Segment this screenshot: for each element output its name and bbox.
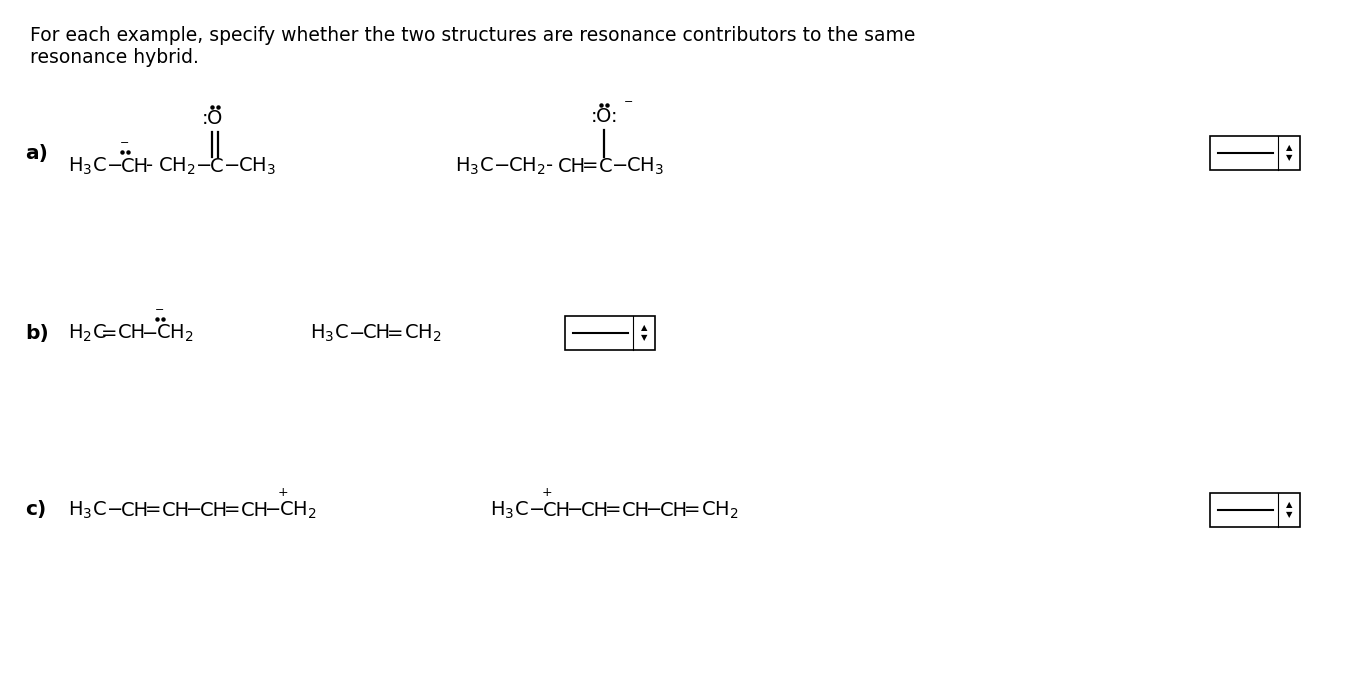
- Text: =: =: [145, 500, 162, 519]
- Text: =: =: [581, 156, 599, 175]
- Text: −: −: [141, 323, 159, 343]
- FancyBboxPatch shape: [1210, 493, 1300, 527]
- Text: −: −: [106, 156, 124, 175]
- Text: −: −: [349, 323, 365, 343]
- Text: For each example, specify whether the two structures are resonance contributors : For each example, specify whether the tw…: [30, 26, 915, 45]
- Text: -: -: [546, 156, 553, 175]
- Text: ▼: ▼: [1285, 510, 1292, 519]
- Text: H$_2$C: H$_2$C: [69, 323, 106, 343]
- Text: CH: CH: [162, 500, 190, 519]
- Text: −: −: [186, 500, 202, 519]
- Text: CH$_2$: CH$_2$: [157, 155, 195, 177]
- Text: −: −: [197, 156, 213, 175]
- Text: CH: CH: [363, 323, 392, 343]
- Text: −: −: [529, 500, 545, 519]
- Text: ▼: ▼: [641, 334, 647, 343]
- Text: H$_3$C: H$_3$C: [69, 155, 106, 177]
- Text: C: C: [210, 156, 223, 175]
- Text: :: :: [202, 109, 209, 127]
- Text: CH$_2$: CH$_2$: [701, 499, 739, 521]
- Text: =: =: [223, 500, 241, 519]
- Text: +: +: [277, 486, 288, 499]
- Text: a): a): [26, 144, 48, 162]
- Text: −: −: [265, 500, 281, 519]
- Text: CH: CH: [542, 500, 571, 519]
- Text: −: −: [612, 156, 629, 175]
- Text: resonance hybrid.: resonance hybrid.: [30, 48, 199, 67]
- Text: CH$_2$: CH$_2$: [156, 323, 194, 343]
- Text: −: −: [567, 500, 583, 519]
- Text: ▲: ▲: [1285, 144, 1292, 153]
- Text: CH: CH: [121, 500, 149, 519]
- Text: CH: CH: [622, 500, 650, 519]
- Text: :: :: [591, 107, 598, 125]
- Text: CH: CH: [201, 500, 227, 519]
- FancyBboxPatch shape: [565, 316, 656, 350]
- Text: -: -: [145, 156, 153, 175]
- Text: CH: CH: [581, 500, 610, 519]
- Text: CH$_2$: CH$_2$: [279, 499, 316, 521]
- Text: =: =: [101, 323, 117, 343]
- Text: =: =: [388, 323, 404, 343]
- Text: −: −: [646, 500, 662, 519]
- Text: C: C: [599, 156, 612, 175]
- Text: ▲: ▲: [1285, 500, 1292, 510]
- Text: −: −: [223, 156, 241, 175]
- Text: H$_3$C: H$_3$C: [69, 499, 106, 521]
- Text: H$_3$C: H$_3$C: [455, 155, 494, 177]
- Text: O: O: [207, 109, 222, 127]
- Text: ▼: ▼: [1285, 153, 1292, 162]
- Text: CH$_3$: CH$_3$: [238, 155, 276, 177]
- Text: CH: CH: [660, 500, 688, 519]
- Text: O: O: [596, 107, 611, 125]
- Text: CH$_2$: CH$_2$: [404, 323, 441, 343]
- Text: c): c): [26, 500, 46, 519]
- Text: =: =: [604, 500, 622, 519]
- Text: =: =: [684, 500, 700, 519]
- Text: CH: CH: [241, 500, 269, 519]
- Text: CH$_2$: CH$_2$: [507, 155, 545, 177]
- Text: +: +: [541, 486, 552, 499]
- Text: −: −: [120, 138, 129, 148]
- Text: CH: CH: [559, 156, 586, 175]
- Text: −: −: [494, 156, 510, 175]
- Text: CH: CH: [121, 156, 149, 175]
- Text: :: :: [611, 107, 618, 125]
- Text: −: −: [625, 97, 634, 107]
- Text: −: −: [106, 500, 124, 519]
- Text: b): b): [26, 323, 48, 343]
- Text: H$_3$C: H$_3$C: [310, 323, 349, 343]
- Text: −: −: [155, 305, 164, 315]
- Text: CH: CH: [118, 323, 147, 343]
- Text: CH$_3$: CH$_3$: [626, 155, 664, 177]
- FancyBboxPatch shape: [1210, 136, 1300, 170]
- Text: ▲: ▲: [641, 323, 647, 332]
- Text: H$_3$C: H$_3$C: [490, 499, 529, 521]
